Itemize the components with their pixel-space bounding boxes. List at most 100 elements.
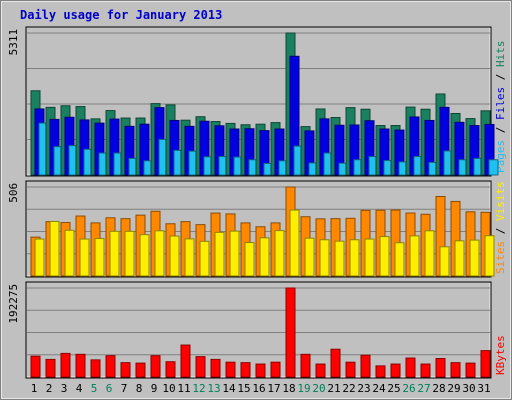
bar-kbytes-day-18 xyxy=(285,287,296,378)
legend-sites: Sites xyxy=(494,241,507,274)
bar-kbytes-day-29 xyxy=(450,362,461,378)
bar-kbytes-day-31 xyxy=(480,350,491,378)
bar-sites-day-27 xyxy=(424,230,435,277)
bar-kbytes-day-10 xyxy=(165,361,176,378)
x-tick-label-7: 7 xyxy=(121,382,128,395)
chart-panels: 5311 Pages / Files / Hits 506 Sites / Visit… xyxy=(7,26,507,379)
bar-sites-day-1 xyxy=(34,238,45,277)
bar-sites-day-25 xyxy=(394,242,405,277)
bar-kbytes-day-21 xyxy=(330,348,341,378)
x-tick-label-24: 24 xyxy=(372,382,386,395)
bar-sites-day-23 xyxy=(364,238,375,277)
x-tick-label-26: 26 xyxy=(402,382,415,395)
x-tick-label-25: 25 xyxy=(387,382,400,395)
x-tick-label-18: 18 xyxy=(282,382,295,395)
x-tick-label-31: 31 xyxy=(477,382,490,395)
bar-sites-day-26 xyxy=(409,235,420,277)
bar-sites-day-24 xyxy=(379,236,390,277)
bar-sites-day-21 xyxy=(334,240,345,277)
x-tick-label-1: 1 xyxy=(31,382,38,395)
legend-visitors: Sites / Visits xyxy=(494,181,507,274)
bar-kbytes-day-22 xyxy=(345,361,356,378)
panel-kbytes: 192275 KBytes xyxy=(7,281,507,379)
bar-sites-day-4 xyxy=(79,238,90,277)
bar-sites-day-2 xyxy=(49,220,60,277)
y-axis-max-label: 5311 xyxy=(7,29,20,56)
x-tick-label-6: 6 xyxy=(106,382,113,395)
bar-kbytes-day-5 xyxy=(90,359,101,378)
bar-sites-day-30 xyxy=(469,239,480,277)
x-tick-label-2: 2 xyxy=(46,382,53,395)
bar-kbytes-day-19 xyxy=(300,353,311,378)
bar-kbytes-day-28 xyxy=(435,357,446,378)
bar-kbytes-day-26 xyxy=(405,357,416,378)
bar-kbytes-day-13 xyxy=(210,358,221,378)
bar-kbytes-day-9 xyxy=(150,355,161,378)
x-tick-label-5: 5 xyxy=(91,382,98,395)
x-tick-label-4: 4 xyxy=(76,382,83,395)
bar-kbytes-day-7 xyxy=(120,362,131,378)
x-tick-label-15: 15 xyxy=(237,382,250,395)
bar-kbytes-day-30 xyxy=(465,362,476,378)
bar-pages-day-31 xyxy=(488,159,499,176)
y-axis-max-label: 192275 xyxy=(7,284,20,324)
legend-kbytes: KBytes xyxy=(494,335,507,375)
x-tick-label-17: 17 xyxy=(267,382,280,395)
bar-kbytes-day-2 xyxy=(45,358,56,378)
legend-kbytes: KBytes xyxy=(494,335,507,375)
panel-visitors: 506 Sites / Visits xyxy=(7,180,507,278)
bar-kbytes-day-1 xyxy=(30,355,41,378)
x-tick-label-20: 20 xyxy=(312,382,325,395)
bar-sites-day-31 xyxy=(484,235,495,277)
x-tick-label-30: 30 xyxy=(462,382,475,395)
x-tick-label-22: 22 xyxy=(342,382,355,395)
x-tick-label-19: 19 xyxy=(297,382,310,395)
bar-kbytes-day-20 xyxy=(315,363,326,378)
x-tick-label-10: 10 xyxy=(162,382,175,395)
legend-separator: / xyxy=(494,221,507,241)
bar-sites-day-11 xyxy=(184,238,195,277)
bar-kbytes-day-12 xyxy=(195,356,206,378)
bar-kbytes-day-27 xyxy=(420,363,431,378)
bar-sites-day-8 xyxy=(139,234,150,277)
bar-sites-day-14 xyxy=(229,230,240,277)
bar-sites-day-29 xyxy=(454,240,465,277)
bar-sites-day-15 xyxy=(244,242,255,277)
bar-kbytes-day-11 xyxy=(180,344,191,378)
bar-kbytes-day-24 xyxy=(375,365,386,378)
bar-sites-day-6 xyxy=(109,230,120,277)
bar-sites-day-10 xyxy=(169,235,180,277)
bar-kbytes-day-14 xyxy=(225,361,236,378)
x-tick-label-28: 28 xyxy=(432,382,445,395)
bar-sites-day-19 xyxy=(304,237,315,277)
x-tick-label-29: 29 xyxy=(447,382,460,395)
x-tick-label-21: 21 xyxy=(327,382,340,395)
bar-sites-day-12 xyxy=(199,240,210,277)
y-axis-max-label: 506 xyxy=(7,183,20,203)
x-tick-label-16: 16 xyxy=(252,382,265,395)
bar-sites-day-22 xyxy=(349,239,360,277)
legend-separator: / xyxy=(494,120,507,140)
bar-kbytes-day-16 xyxy=(255,363,266,378)
legend-separator: / xyxy=(494,67,507,87)
x-tick-label-14: 14 xyxy=(222,382,236,395)
legend-hits: Hits xyxy=(494,41,507,68)
legend-files: Files xyxy=(494,87,507,120)
bar-kbytes-day-3 xyxy=(60,352,71,378)
bar-sites-day-5 xyxy=(94,238,105,277)
x-tick-label-3: 3 xyxy=(61,382,68,395)
panel-requests: 5311 Pages / Files / Hits xyxy=(7,26,507,177)
x-tick-label-11: 11 xyxy=(177,382,190,395)
chart-title: Daily usage for January 2013 xyxy=(20,8,222,22)
bar-sites-day-17 xyxy=(274,230,285,277)
bar-sites-day-16 xyxy=(259,237,270,277)
bar-sites-day-7 xyxy=(124,230,135,277)
bar-kbytes-day-23 xyxy=(360,354,371,378)
bar-kbytes-day-15 xyxy=(240,362,251,378)
x-tick-label-12: 12 xyxy=(192,382,205,395)
bar-sites-day-28 xyxy=(439,246,450,277)
bar-sites-day-3 xyxy=(64,229,75,277)
x-tick-label-9: 9 xyxy=(151,382,158,395)
